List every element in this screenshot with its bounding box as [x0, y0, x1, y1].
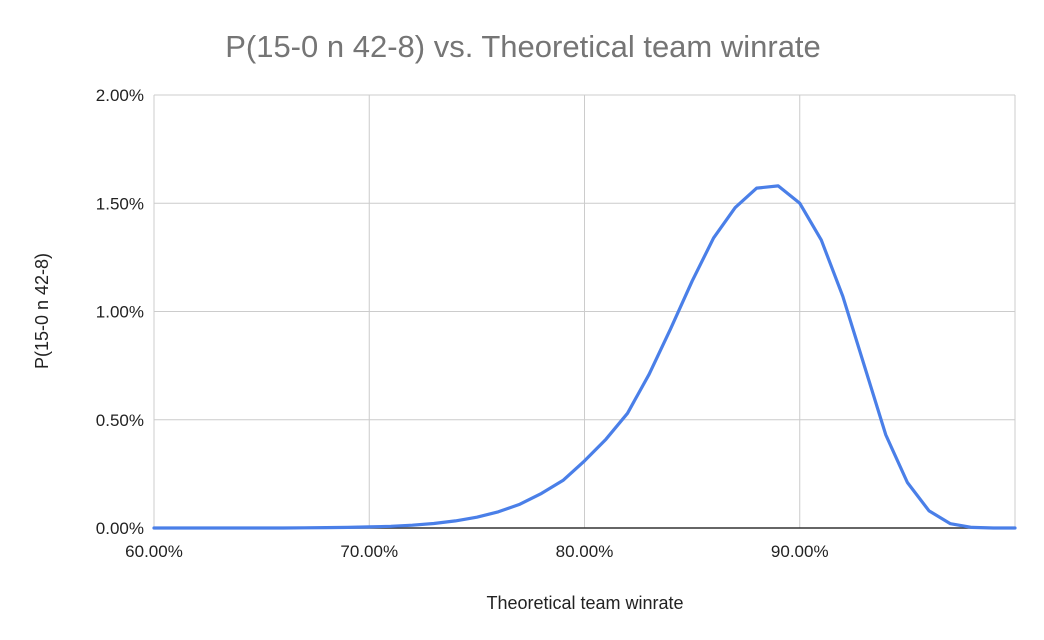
series-layer [152, 184, 1017, 530]
y-axis-ticks: 0.00% 0.50% 1.00% 1.50% 2.00% [96, 86, 144, 538]
y-tick-label: 1.00% [96, 303, 144, 322]
x-axis-label: Theoretical team winrate [486, 593, 683, 613]
chart-title: P(15-0 n 42-8) vs. Theoretical team winr… [225, 29, 821, 64]
y-tick-label: 2.00% [96, 86, 144, 105]
x-axis-ticks: 60.00% 70.00% 80.00% 90.00% [125, 542, 828, 561]
y-tick-label: 0.50% [96, 411, 144, 430]
y-tick-label: 0.00% [96, 519, 144, 538]
x-tick-label: 90.00% [771, 542, 829, 561]
x-tick-label: 70.00% [340, 542, 398, 561]
x-tick-label: 60.00% [125, 542, 183, 561]
y-axis-label: P(15-0 n 42-8) [32, 253, 52, 369]
series-line-0 [152, 184, 1017, 530]
y-tick-label: 1.50% [96, 194, 144, 213]
x-tick-label: 80.00% [556, 542, 614, 561]
